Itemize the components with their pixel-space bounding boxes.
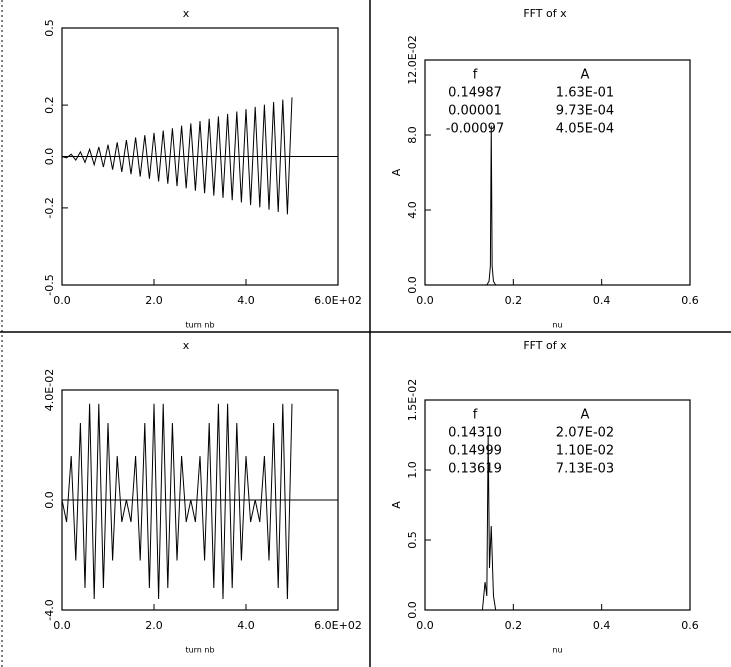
x-tick-label: 4.0 (237, 619, 255, 632)
table-cell: 0.13619 (448, 462, 502, 477)
chart-title: x (183, 339, 190, 352)
x-tick-label: 6.0E+02 (314, 619, 362, 632)
chart-title: FFT of x (523, 7, 567, 20)
x-tick-label: 0.0 (416, 294, 434, 307)
table-header: f (473, 408, 478, 423)
table-cell: 0.14999 (448, 444, 502, 459)
x-tick-label: 0.0 (416, 619, 434, 632)
y-tick-label: 4.0 (406, 201, 419, 219)
x-axis-label: nu (552, 321, 562, 330)
y-axis-label: A (390, 501, 403, 509)
x-tick-label: 2.0 (145, 294, 163, 307)
x-tick-label: 2.0 (145, 619, 163, 632)
y-tick-label: 1.5E-02 (406, 379, 419, 421)
y-tick-label: 8.0 (406, 126, 419, 144)
table-cell: 0.14310 (448, 426, 502, 441)
y-tick-label: 0.5 (406, 531, 419, 549)
data-line (61, 403, 293, 600)
table-cell: 0.00001 (448, 104, 502, 119)
x-tick-label: 0.6 (681, 619, 699, 632)
table-cell: 7.13E-03 (556, 462, 614, 477)
table-cell: 1.63E-01 (556, 86, 614, 101)
y-axis-label: A (390, 168, 403, 176)
y-tick-label: 0.0 (406, 601, 419, 619)
x-tick-label: 4.0 (237, 294, 255, 307)
x-tick-label: 0.4 (593, 619, 611, 632)
table-cell: -0.00097 (446, 122, 504, 137)
chart-title: FFT of x (523, 339, 567, 352)
data-line (425, 434, 690, 611)
table-cell: 9.73E-04 (556, 104, 614, 119)
x-axis-label: turn nb (185, 646, 214, 655)
y-tick-label: -4.0 (43, 599, 56, 620)
data-line (61, 97, 293, 215)
x-tick-label: 0.0 (53, 619, 71, 632)
chart-title: x (183, 7, 190, 20)
x-tick-label: 6.0E+02 (314, 294, 362, 307)
table-cell: 0.14987 (448, 86, 502, 101)
data-line (425, 125, 690, 286)
y-tick-label: 0.0 (43, 148, 56, 166)
table-cell: 2.07E-02 (556, 426, 614, 441)
y-tick-label: 1.0 (406, 461, 419, 479)
table-header: A (581, 68, 590, 83)
y-tick-label: 0.2 (43, 96, 56, 114)
table-header: A (581, 408, 590, 423)
y-tick-label: 12.0E-02 (406, 35, 419, 84)
x-tick-label: 0.2 (505, 294, 523, 307)
x-tick-label: 0.6 (681, 294, 699, 307)
y-tick-label: 0.0 (406, 276, 419, 294)
y-tick-label: -0.5 (43, 274, 56, 295)
x-tick-label: 0.4 (593, 294, 611, 307)
y-tick-label: 0.0 (43, 491, 56, 509)
x-axis-label: nu (552, 646, 562, 655)
x-axis-label: turn nb (185, 321, 214, 330)
y-tick-label: 4.0E-02 (43, 369, 56, 411)
x-tick-label: 0.0 (53, 294, 71, 307)
table-header: f (473, 68, 478, 83)
y-tick-label: -0.2 (43, 197, 56, 218)
table-cell: 4.05E-04 (556, 122, 614, 137)
y-tick-label: 0.5 (43, 19, 56, 37)
table-cell: 1.10E-02 (556, 444, 614, 459)
x-tick-label: 0.2 (505, 619, 523, 632)
